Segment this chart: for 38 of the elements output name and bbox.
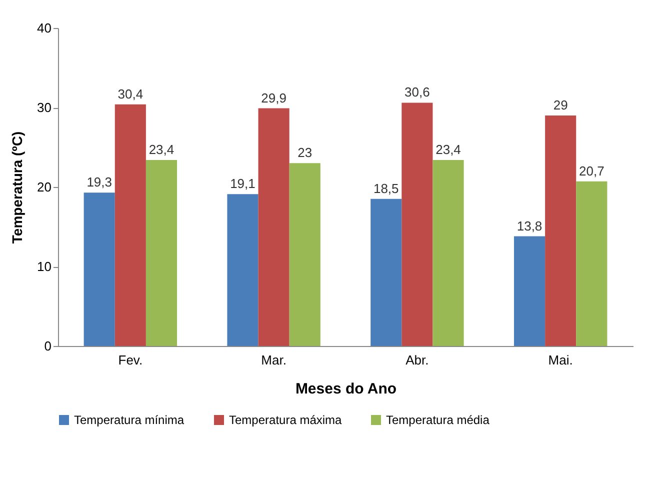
x-tick-label: Mai. [548, 352, 573, 368]
y-axis-title: Temperatura (ºC) [9, 131, 26, 244]
legend-label: Temperatura máxima [229, 413, 342, 427]
x-tick-label: Mar. [261, 352, 286, 368]
data-label: 29,9 [261, 90, 286, 106]
bar [370, 198, 402, 346]
bar [402, 102, 433, 346]
y-tick-label: 40 [37, 20, 52, 36]
data-label: 13,8 [516, 218, 542, 234]
bar [514, 236, 546, 346]
bar [114, 104, 146, 346]
x-tick-label: Abr. [406, 352, 429, 368]
data-label: 29 [553, 97, 568, 112]
x-tick-label: Fev. [118, 352, 143, 368]
bar [545, 115, 576, 346]
legend-label: Temperatura média [386, 413, 490, 427]
y-tick-label: 0 [44, 338, 52, 354]
data-label: 23,4 [436, 142, 461, 157]
bar [289, 163, 320, 346]
legend-label: Temperatura mínima [74, 413, 184, 427]
data-label: 23 [298, 145, 312, 160]
bar [576, 181, 608, 346]
data-label: 23,4 [148, 142, 174, 157]
bar [432, 160, 464, 346]
data-label: 30,6 [404, 84, 430, 100]
data-label: 19,3 [86, 174, 112, 190]
y-tick-label: 20 [37, 180, 52, 194]
y-tick-label: 30 [37, 100, 52, 115]
bar [227, 194, 258, 346]
data-label: 30,4 [118, 86, 144, 102]
bar [258, 108, 290, 346]
bar [84, 192, 115, 346]
data-label: 20,7 [579, 163, 604, 178]
bar [146, 160, 178, 346]
y-tick-label: 10 [37, 259, 52, 274]
data-label: 18,5 [373, 180, 399, 196]
data-label: 19,1 [230, 176, 256, 192]
x-axis-title: Meses do Ano [295, 380, 397, 398]
